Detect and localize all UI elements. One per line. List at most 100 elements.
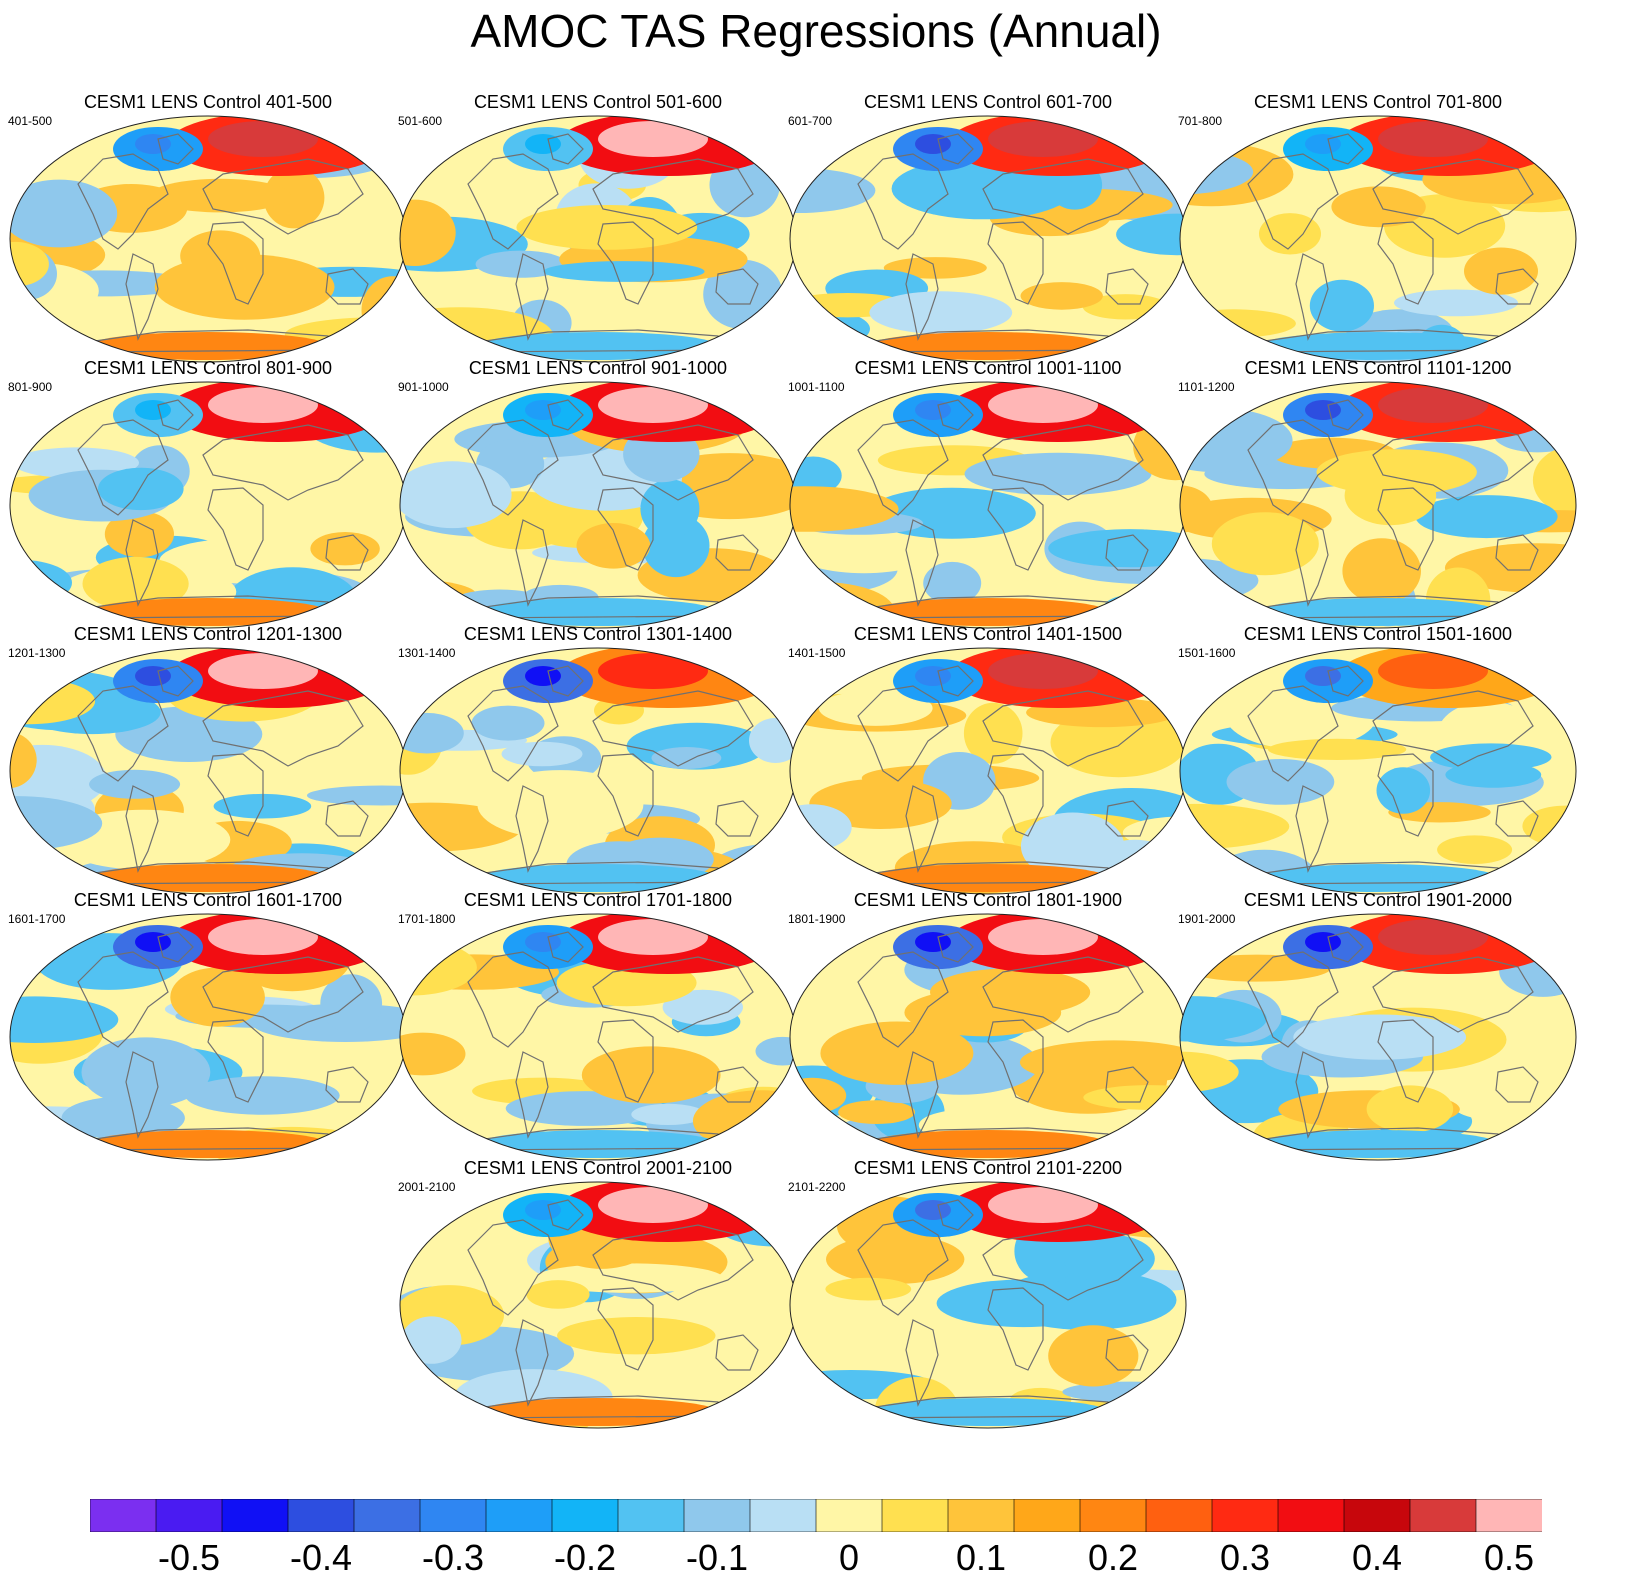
anomaly-region	[1464, 247, 1538, 295]
anomaly-region	[1226, 759, 1335, 805]
panel-title: CESM1 LENS Control 1401-1500	[853, 624, 1123, 644]
anomaly-region	[988, 387, 1098, 423]
coastline	[715, 1334, 759, 1371]
coastline	[1372, 158, 1534, 235]
anomaly-region	[915, 134, 951, 154]
map-panel: CESM1 LENS Control 1601-1700 1601-1700	[8, 890, 408, 1165]
panel-period-label: 801-900	[8, 380, 53, 394]
map-panel: CESM1 LENS Control 1701-1800 1701-1800	[398, 890, 798, 1165]
anomaly-region	[98, 467, 184, 511]
colorbar-tick-label: -0.4	[289, 1537, 353, 1578]
coastline	[202, 690, 364, 767]
anomaly-region	[1258, 1130, 1498, 1158]
coastline	[515, 1051, 549, 1139]
coastline	[515, 1319, 549, 1407]
anomaly-region	[10, 241, 49, 287]
anomaly-region	[1430, 743, 1552, 771]
colorbar-swatch	[419, 1499, 487, 1532]
colorbar-tick-label: 0.5	[1483, 1537, 1535, 1578]
anomaly-region	[1305, 400, 1341, 420]
anomaly-region	[10, 179, 118, 248]
coastline	[515, 519, 549, 607]
coastline	[1105, 1334, 1149, 1371]
anomaly-region	[915, 666, 951, 686]
colorbar-tick-label: 0.1	[955, 1537, 1007, 1578]
panel-title: CESM1 LENS Control 1901-2000	[1243, 890, 1513, 910]
colorbar-swatch	[1409, 1499, 1477, 1532]
anomaly-region	[170, 967, 265, 1027]
anomaly-region	[826, 1234, 965, 1284]
anomaly-region	[1259, 213, 1321, 255]
anomaly-region	[1186, 236, 1260, 276]
coastline	[982, 158, 1144, 235]
global-map	[789, 1181, 1187, 1429]
anomaly-region	[88, 332, 328, 360]
global-map	[1179, 381, 1577, 629]
panel-period-label: 1201-1300	[8, 646, 66, 660]
coastline	[597, 1019, 654, 1103]
coastline	[467, 1219, 559, 1316]
coastline	[1495, 800, 1539, 837]
anomaly-region	[88, 864, 328, 892]
coastline	[1327, 931, 1364, 963]
panel-period-label: 1701-1800	[398, 912, 456, 926]
panel-title: CESM1 LENS Control 601-700	[863, 92, 1113, 112]
panel-title: CESM1 LENS Control 701-800	[1253, 92, 1503, 112]
map-panel: CESM1 LENS Control 1101-1200 1101-1200	[1178, 358, 1578, 633]
coastline	[715, 268, 759, 305]
anomaly-region	[915, 1200, 951, 1220]
coastline	[1377, 1019, 1434, 1103]
coastline	[1105, 800, 1149, 837]
anomaly-region	[1378, 919, 1488, 955]
coastline	[937, 133, 974, 165]
coastline	[547, 665, 584, 697]
anomaly-region	[1097, 839, 1172, 876]
global-map	[399, 115, 797, 363]
coastline	[857, 951, 949, 1048]
anomaly-region	[10, 732, 37, 789]
colorbar-tick-label: -0.3	[421, 1537, 485, 1578]
anomaly-region	[790, 486, 899, 532]
anomaly-region	[631, 1103, 706, 1125]
anomaly-region	[755, 1036, 796, 1066]
coastline	[547, 931, 584, 963]
coastline	[987, 1019, 1044, 1103]
panel-period-label: 1901-2000	[1178, 912, 1236, 926]
colorbar	[90, 1499, 1542, 1532]
anomaly-region	[1309, 279, 1374, 332]
anomaly-region	[868, 864, 1108, 892]
coastline	[207, 221, 264, 305]
panel-period-label: 1101-1200	[1178, 380, 1235, 394]
global-map	[789, 647, 1187, 895]
colorbar-tick-label: 0.3	[1219, 1537, 1271, 1578]
anomaly-region	[1267, 738, 1407, 760]
map-panel: CESM1 LENS Control 2101-2200 2101-2200	[788, 1158, 1188, 1433]
map-outline	[789, 1181, 1187, 1429]
coastline	[905, 785, 939, 873]
anomaly-region	[543, 261, 705, 282]
anomaly-region	[89, 769, 181, 799]
panel-title: CESM1 LENS Control 401-500	[83, 92, 333, 112]
coastline	[515, 253, 549, 341]
map-panel: CESM1 LENS Control 1301-1400 1301-1400	[398, 624, 798, 899]
anomaly-region	[988, 121, 1098, 157]
panel-period-label: 501-600	[398, 114, 443, 128]
colorbar-ticks: -0.5 -0.4 -0.3 -0.2 -0.1 0 0.1 0.2 0.3 0.4 0.5	[90, 1536, 1542, 1581]
anomaly-region	[263, 167, 325, 229]
panel-period-label: 1601-1700	[8, 912, 66, 926]
anomaly-region	[1316, 449, 1477, 495]
colorbar-swatch	[1211, 1499, 1279, 1532]
anomaly-region	[400, 802, 523, 852]
coastline	[1372, 424, 1534, 501]
colorbar-tick-label: 0	[838, 1537, 860, 1578]
coastline	[467, 951, 559, 1048]
colorbar-swatch	[683, 1499, 751, 1532]
anomaly-region	[331, 1072, 403, 1123]
anomaly-region	[10, 996, 119, 1043]
anomaly-region	[1258, 332, 1498, 360]
coastline	[1105, 1066, 1149, 1103]
panel-title: CESM1 LENS Control 1501-1600	[1243, 624, 1513, 644]
coastline	[982, 424, 1144, 501]
coastline	[1327, 399, 1364, 431]
anomaly-region	[477, 770, 644, 840]
